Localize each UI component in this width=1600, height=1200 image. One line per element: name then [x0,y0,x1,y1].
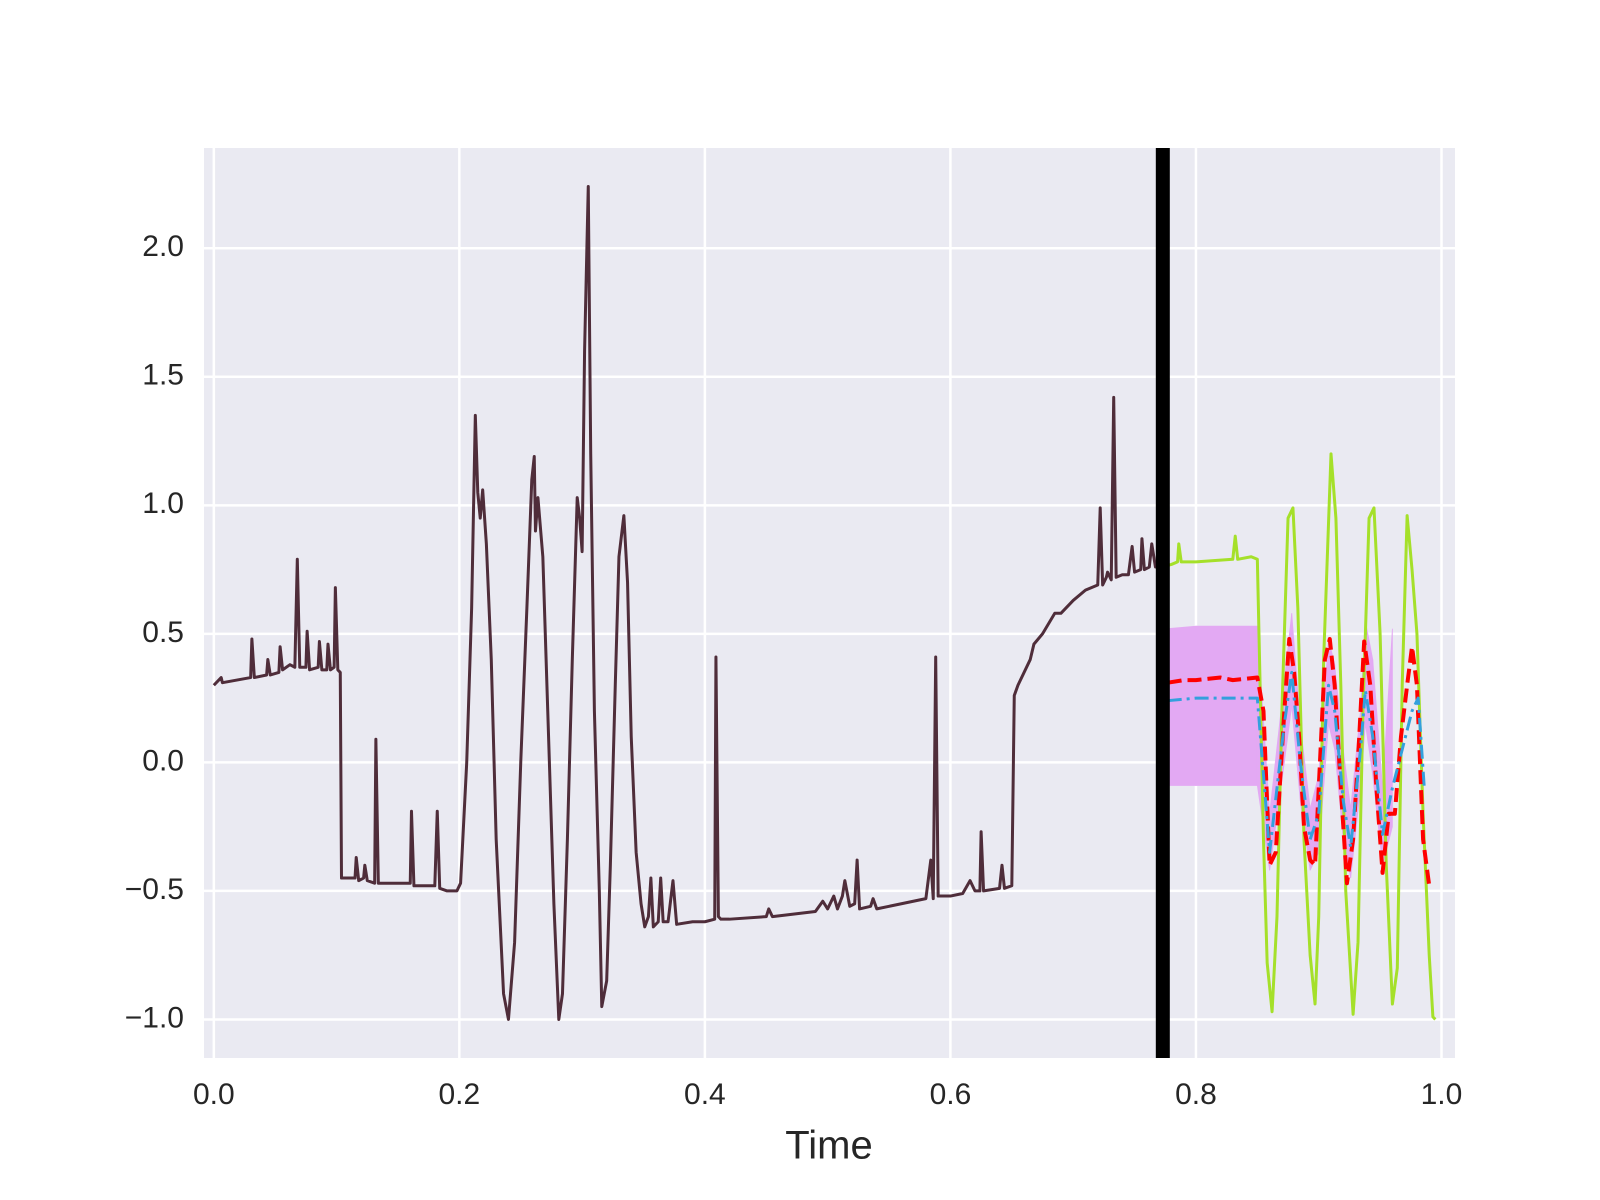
y-tick-label: 0.0 [142,744,184,777]
line-series [1167,636,1432,887]
line-series [212,185,1162,1021]
x-tick-label: 0.6 [930,1078,972,1111]
y-tick-label: 2.0 [142,230,184,263]
x-tick-label: 0.8 [1175,1078,1217,1111]
x-tick-label: 0.4 [684,1078,726,1111]
x-tick-label: 1.0 [1421,1078,1463,1111]
x-tick-label: 0.2 [438,1078,480,1111]
line-series [1167,670,1426,854]
y-tick-label: 1.0 [142,487,184,520]
x-axis-label: Time [785,1124,872,1168]
x-tick-label: 0.0 [193,1078,235,1111]
line-series [1161,452,1437,1021]
uncertainty-band [1195,625,1258,786]
y-tick-label: 1.5 [142,359,184,392]
y-tick-label: −1.0 [125,1001,184,1034]
y-tick-label: −0.5 [125,873,184,906]
uncertainty-band [1167,625,1197,786]
y-tick-label: 0.5 [142,616,184,649]
